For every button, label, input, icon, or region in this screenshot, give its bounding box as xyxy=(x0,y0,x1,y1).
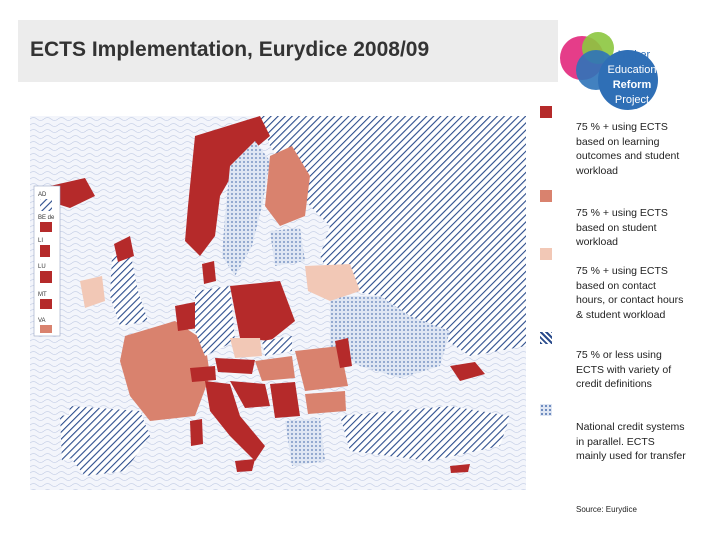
belarus-region xyxy=(305,264,360,301)
legend-text-contact-hours: 75 % + using ECTS based on contact hours… xyxy=(576,265,684,321)
poland-region xyxy=(230,281,295,341)
serbia-region xyxy=(270,382,300,418)
legend-swatch-light-peach xyxy=(540,248,552,260)
svg-text:Education: Education xyxy=(608,64,657,76)
france-region xyxy=(120,321,210,421)
uk-region xyxy=(110,251,148,326)
inset-label-li: LI xyxy=(38,238,43,244)
bulgaria-region xyxy=(305,391,346,414)
inset-va: VA xyxy=(38,318,52,333)
inset-lu: LU xyxy=(38,264,52,283)
moldova-region xyxy=(335,338,352,368)
legend-text-variety: 75 % or less using ECTS with variety of … xyxy=(576,349,672,390)
denmark-region xyxy=(202,261,216,284)
inset-label-ad: AD xyxy=(38,192,47,198)
inset-be-de: BE de xyxy=(38,215,55,232)
svg-text:Project: Project xyxy=(615,94,649,106)
sweden-region xyxy=(222,141,270,276)
legend-swatch-dark-red xyxy=(540,106,552,118)
italy-region xyxy=(205,381,265,461)
inset-label-va: VA xyxy=(38,318,46,324)
switzerland-region xyxy=(190,366,216,382)
russia-region xyxy=(260,116,526,356)
sardinia-region xyxy=(190,419,203,446)
inset-label-mt: MT xyxy=(38,292,47,298)
legend-swatch-dotted xyxy=(540,404,552,416)
legend-swatch-hatched xyxy=(540,332,552,344)
germany-region xyxy=(195,286,235,356)
higher-education-reform-project-logo: Higher Education Reform Project xyxy=(560,32,658,110)
europe-map: AD BE de LI LU MT VA xyxy=(30,116,526,490)
benelux-region xyxy=(175,302,198,331)
legend-swatch-salmon xyxy=(540,190,552,202)
source-note: Source: Eurydice xyxy=(576,505,637,514)
turkey-region xyxy=(340,406,510,461)
inset-label-be-de: BE de xyxy=(38,215,55,221)
page-title: ECTS Implementation, Eurydice 2008/09 xyxy=(30,38,430,61)
scotland-region xyxy=(114,236,134,262)
spain-region xyxy=(65,406,150,476)
inset-li: LI xyxy=(38,238,50,257)
legend-text-workload: 75 % + using ECTS based on student workl… xyxy=(576,207,668,248)
baltics-region xyxy=(270,228,305,266)
title-bar xyxy=(18,20,558,82)
svg-text:Higher: Higher xyxy=(618,49,651,61)
slovakia-region xyxy=(262,336,292,356)
inset-mt: MT xyxy=(38,292,52,309)
sicily-region xyxy=(235,459,255,472)
portugal-region xyxy=(60,414,78,461)
caucasus-region xyxy=(450,362,485,381)
inset-ad: AD xyxy=(38,192,52,211)
svg-text:Reform: Reform xyxy=(613,79,652,91)
inset-label-lu: LU xyxy=(38,264,46,270)
hungary-region xyxy=(255,356,295,381)
ukraine-region xyxy=(330,296,450,378)
ireland-region xyxy=(80,276,105,308)
legend-text-learning-outcomes: 75 % + using ECTS based on learning outc… xyxy=(576,121,680,177)
legend-text-national-credit: National credit systems in parallel. ECT… xyxy=(576,421,686,462)
greece-region xyxy=(285,418,325,466)
slovenia-croatia-region xyxy=(230,381,270,408)
austria-region xyxy=(215,358,255,374)
czech-region xyxy=(230,338,262,358)
finland-region xyxy=(265,146,310,226)
romania-region xyxy=(295,346,348,391)
cyprus-region xyxy=(450,464,470,473)
